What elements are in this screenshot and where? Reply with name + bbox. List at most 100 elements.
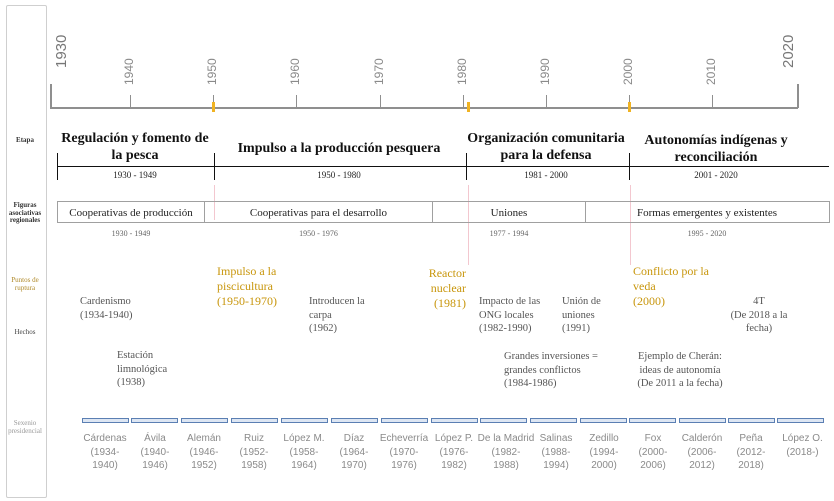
president-years-end: 1976): [391, 460, 417, 471]
timeline-axis: [50, 107, 798, 109]
fact-estacion: Estación limnológica (1938): [117, 349, 187, 390]
fact-years: (De 2018 a la fecha): [730, 309, 788, 335]
row-label-sexenio: Sexenio presidencial: [8, 419, 42, 435]
year-label-1990: 1990: [538, 58, 552, 85]
president-years-end: 2006): [640, 460, 666, 471]
president-years: (1946-: [189, 446, 219, 458]
president-name: Salinas: [539, 433, 573, 444]
axis-left-end: [50, 84, 52, 108]
president-years: (1976-: [439, 446, 469, 458]
president-name: Ruiz: [243, 433, 264, 444]
president-avila: Ávila (1940- 1946): [129, 432, 181, 473]
president-name: López O.: [782, 433, 823, 444]
president-name: De la Madrid: [477, 433, 535, 444]
term-bar-fox: [629, 418, 676, 423]
president-years-end: 1940): [92, 460, 118, 471]
axis-right-end: [797, 84, 799, 108]
president-diaz: Díaz (1964- 1970): [328, 432, 380, 473]
president-years: (1988-: [541, 446, 571, 458]
year-label-2000: 2000: [621, 58, 635, 85]
stage-title-1: Regulación y fomento de la pesca: [61, 131, 209, 163]
term-bar-pena: [728, 418, 775, 423]
assoc-divider-1: [204, 202, 205, 222]
stage-line: [57, 166, 829, 168]
term-bar-ruiz: [231, 418, 278, 423]
breakpoint-title: Reactor nuclear: [428, 266, 466, 295]
tick-1990: [546, 95, 548, 107]
president-years-end: 1988): [493, 460, 519, 471]
assoc-label-3: Uniones: [490, 207, 528, 219]
president-years: (1958-: [289, 446, 319, 458]
term-bar-echeverria: [381, 418, 428, 423]
stage-title-3: Organización comunitaria para la defensa: [467, 131, 625, 163]
term-bar-lopez-m: [281, 418, 328, 423]
fact-title: Estación limnológica: [117, 350, 168, 375]
stage-title-4: Autonomías indígenas y reconciliación: [644, 133, 788, 165]
president-years-end: 1964): [291, 460, 317, 471]
president-calderon: Calderón (2006- 2012): [676, 432, 728, 473]
president-cardenas: Cárdenas (1934- 1940): [79, 432, 131, 473]
year-label-1970: 1970: [372, 58, 386, 85]
president-years: (1952-: [239, 446, 269, 458]
tick-1980: [463, 95, 465, 107]
president-name: Ávila: [144, 433, 166, 444]
breakpoint-marker-1981: [467, 102, 470, 112]
fact-title: Unión de uniones: [562, 296, 601, 321]
president-years: (1982-: [491, 446, 521, 458]
breakpoint-years: (2000): [633, 294, 665, 308]
fact-years: (1982-1990): [479, 323, 532, 335]
breakpoint-marker-1950: [212, 102, 215, 112]
president-echeverria: Echeverría (1970- 1976): [376, 432, 432, 473]
guide-line-1981: [468, 185, 469, 265]
year-label-1930: 1930: [53, 34, 70, 68]
stage-divider-1981: [466, 153, 468, 180]
president-years-end: 1982): [441, 460, 467, 471]
year-label-1940: 1940: [122, 58, 136, 85]
term-bar-calderon: [679, 418, 726, 423]
stage-range-2: 1950 - 1980: [317, 170, 361, 180]
fact-4t: 4T (De 2018 a la fecha): [729, 295, 789, 336]
year-label-2010: 2010: [704, 58, 718, 85]
president-salinas: Salinas (1988- 1994): [530, 432, 582, 473]
fact-title: Impacto de las ONG locales: [479, 296, 541, 321]
assoc-range-3: 1977 - 1994: [489, 229, 529, 238]
president-name: Zedillo: [589, 433, 619, 444]
tick-2010: [712, 95, 714, 107]
fact-title: Cardenismo: [80, 296, 131, 307]
president-name: Fox: [644, 433, 662, 444]
breakpoint-title: Conflicto por la veda: [633, 264, 709, 293]
president-years: (2018-): [786, 446, 819, 458]
assoc-range-2: 1950 - 1976: [299, 229, 338, 238]
tick-2000: [629, 95, 631, 107]
tick-1950: [213, 95, 215, 107]
row-label-figuras: Figuras asociativas regionales: [8, 201, 42, 225]
fact-union: Unión de uniones (1991): [562, 295, 614, 336]
president-ruiz: Ruiz (1952- 1958): [228, 432, 280, 473]
breakpoint-marker-2000: [628, 102, 631, 112]
assoc-divider-3: [585, 202, 586, 222]
fact-cardenismo: Cardenismo (1934-1940): [80, 295, 160, 322]
tick-1970: [380, 95, 382, 107]
president-years-end: 1952): [191, 460, 217, 471]
president-name: López P.: [434, 433, 474, 444]
term-bar-zedillo: [580, 418, 627, 423]
president-years: (2006-: [687, 446, 717, 458]
president-years-end: 2000): [591, 460, 617, 471]
stage-title-2: Impulso a la producción pesquera: [237, 141, 441, 156]
term-bar-cardenas: [82, 418, 129, 423]
year-label-1980: 1980: [455, 58, 469, 85]
fact-years: (1962): [309, 323, 337, 335]
fact-cheran: Ejemplo de Cherán: ideas de autonomía (D…: [629, 350, 731, 391]
fact-years: (1991): [562, 323, 590, 335]
fact-ong: Impacto de las ONG locales (1982-1990): [479, 295, 554, 336]
president-lopez-m: López M. (1958- 1964): [278, 432, 330, 473]
president-years: (1994-: [589, 446, 619, 458]
assoc-label-4: Formas emergentes y existentes: [636, 207, 777, 219]
fact-title: Grandes inversiones = grandes conflictos: [504, 351, 598, 376]
fact-years: (1938): [117, 377, 145, 389]
stage-range-3: 1981 - 2000: [524, 170, 568, 180]
president-name: López M.: [283, 433, 325, 444]
row-label-etapa: Etapa: [16, 136, 34, 144]
fact-inversiones: Grandes inversiones = grandes conflictos…: [504, 350, 624, 391]
tick-1940: [130, 95, 132, 107]
